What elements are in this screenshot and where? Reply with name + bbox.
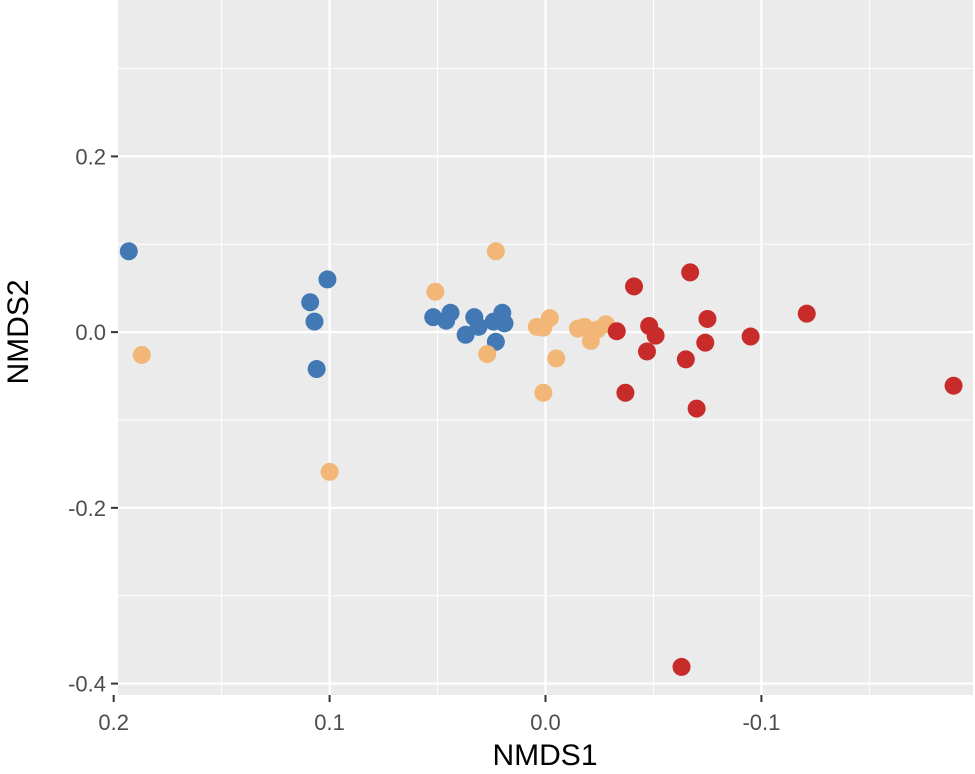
x-tick-labels: 0.2 0.1 0.0 -0.1 <box>98 710 780 735</box>
x-tick-label: 0.1 <box>314 710 345 735</box>
data-point-series-2 <box>320 462 339 481</box>
data-point-series-3 <box>696 333 715 352</box>
data-point-series-1 <box>318 270 337 289</box>
data-point-series-2 <box>534 383 553 402</box>
x-axis-title: NMDS1 <box>492 739 597 772</box>
data-point-series-3 <box>687 399 706 418</box>
axis-ticks <box>111 155 763 702</box>
data-point-series-2 <box>540 309 559 328</box>
y-axis-title: NMDS2 <box>2 279 35 384</box>
data-point-series-3 <box>681 263 700 282</box>
y-tick-label: -0.2 <box>68 496 106 521</box>
y-tick-labels: 0.2 0.0 -0.2 -0.4 <box>68 144 106 696</box>
data-point-series-3 <box>676 350 695 369</box>
data-points <box>119 242 963 676</box>
data-point-series-1 <box>469 317 488 336</box>
data-point-series-3 <box>672 657 691 676</box>
y-tick-label: 0.0 <box>75 320 106 345</box>
data-point-series-3 <box>698 309 717 328</box>
y-tick-label: 0.2 <box>75 144 106 169</box>
y-tick-label: -0.4 <box>68 672 106 697</box>
data-point-series-3 <box>944 376 963 395</box>
data-point-series-3 <box>741 327 760 346</box>
data-point-series-3 <box>625 277 644 296</box>
data-point-series-2 <box>478 345 497 364</box>
data-point-series-1 <box>301 293 320 312</box>
data-point-series-1 <box>495 314 514 333</box>
x-tick-label: -0.1 <box>742 710 780 735</box>
data-point-series-2 <box>132 345 151 364</box>
data-point-series-3 <box>797 304 816 323</box>
data-point-series-1 <box>305 312 324 331</box>
data-point-series-3 <box>646 326 665 345</box>
x-tick-label: 0.2 <box>98 710 129 735</box>
data-point-series-1 <box>307 360 326 379</box>
data-point-series-1 <box>456 325 475 344</box>
x-tick-label: 0.0 <box>530 710 561 735</box>
data-point-series-2 <box>426 282 445 301</box>
data-point-series-2 <box>547 349 566 368</box>
data-point-series-1 <box>119 242 138 261</box>
data-point-series-2 <box>486 242 505 261</box>
data-point-series-3 <box>607 322 626 341</box>
data-point-series-3 <box>637 342 656 361</box>
data-point-series-1 <box>441 303 460 322</box>
data-point-series-3 <box>616 383 635 402</box>
